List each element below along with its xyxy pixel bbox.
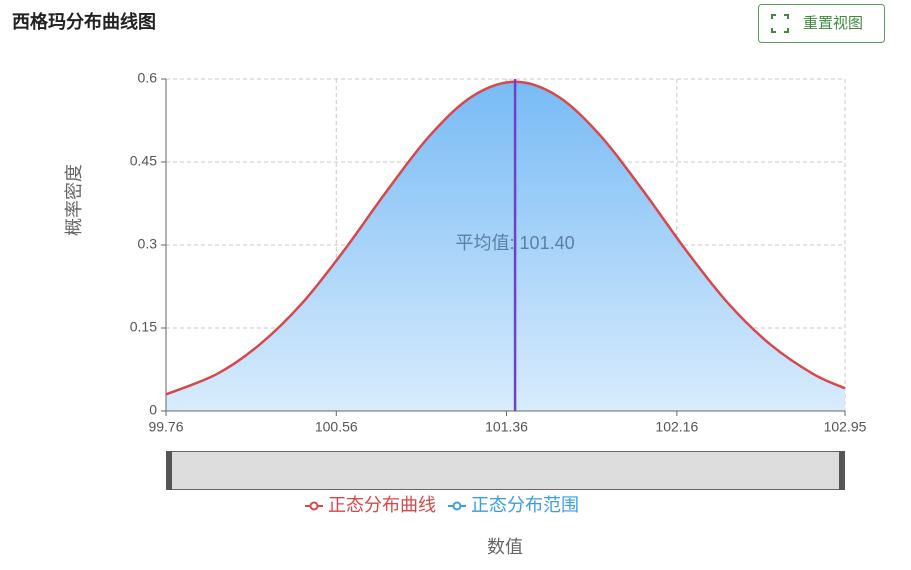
y-tick-label: 0.6	[138, 70, 158, 86]
legend-item[interactable]: 正态分布曲线	[305, 495, 436, 515]
legend-item[interactable]: 正态分布范围	[448, 495, 579, 515]
zoom-handle-right[interactable]	[839, 451, 845, 490]
chart-title: 西格玛分布曲线图	[12, 11, 156, 32]
x-axis-label: 数值	[487, 537, 523, 557]
expand-icon	[771, 14, 789, 33]
plot: 0 0.15 0.3 0.45 0.6 99.76 100.56 101.36 102.16 10…	[130, 70, 867, 435]
zoom-handle-left[interactable]	[166, 451, 172, 490]
legend: 正态分布曲线 正态分布范围	[305, 495, 579, 515]
data-zoom[interactable]	[166, 451, 845, 490]
x-tick-label: 100.56	[315, 419, 358, 435]
area	[166, 81, 845, 412]
x-tick-label: 101.36	[485, 419, 528, 435]
legend-label: 正态分布范围	[471, 495, 579, 515]
legend-swatch-dot	[309, 501, 319, 511]
x-tick-label: 102.95	[824, 419, 867, 435]
button-label[interactable]: 重置视图	[803, 15, 863, 32]
y-tick-label: 0.45	[130, 153, 157, 169]
reset-button[interactable]: 重置视图	[758, 4, 885, 43]
y-tick-label: 0.3	[138, 236, 158, 252]
legend-label: 正态分布曲线	[328, 495, 436, 515]
x-tick-label: 99.76	[148, 419, 183, 435]
x-tick-label: 102.16	[655, 419, 698, 435]
zoom-track	[166, 451, 845, 490]
legend-swatch-dot	[452, 501, 462, 511]
button-frame	[758, 4, 885, 43]
y-tick-label: 0.15	[130, 319, 157, 335]
mean-label: 平均值: 101.40	[456, 233, 575, 253]
y-axis-label: 概率密度	[64, 164, 84, 236]
y-tick-label: 0	[149, 402, 157, 418]
